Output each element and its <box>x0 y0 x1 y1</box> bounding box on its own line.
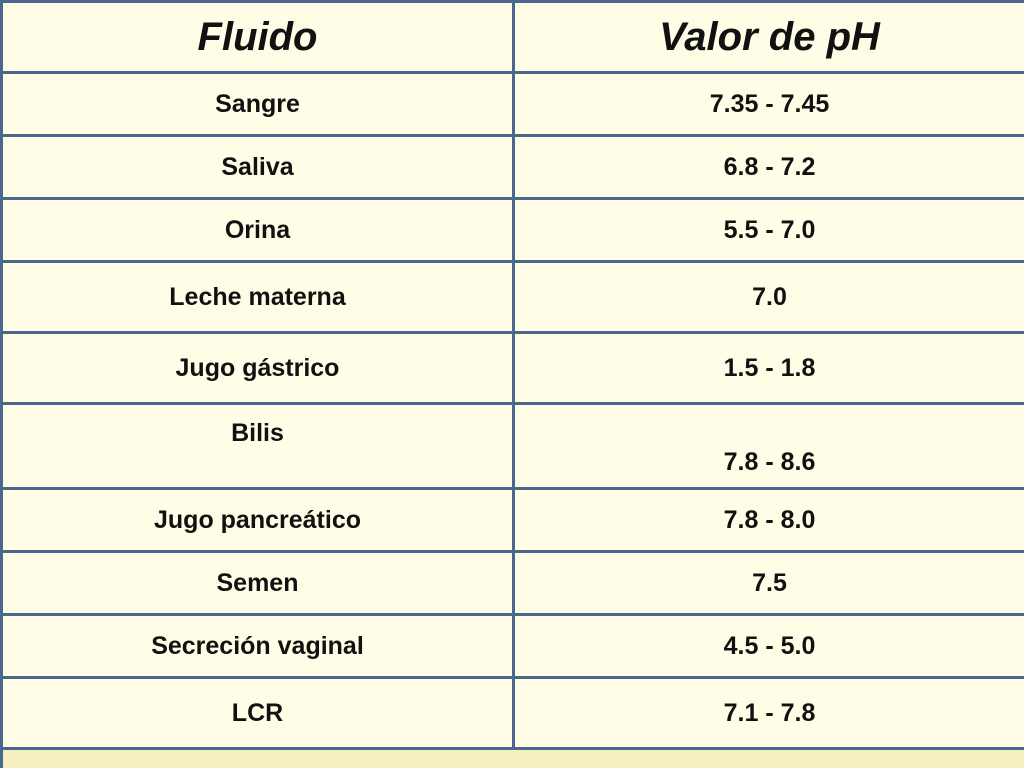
table-row: Bilis 7.8 - 8.6 <box>0 402 1024 490</box>
table-row: Semen 7.5 <box>0 550 1024 616</box>
ph-cell: 1.5 - 1.8 <box>512 331 1024 405</box>
ph-cell: 7.1 - 7.8 <box>512 676 1024 750</box>
header-fluid: Fluido <box>0 0 515 74</box>
ph-cell: 7.5 <box>512 550 1024 616</box>
footer-row <box>0 747 1024 768</box>
table-row: Saliva 6.8 - 7.2 <box>0 134 1024 200</box>
fluid-cell: LCR <box>0 676 515 750</box>
fluid-cell: Secreción vaginal <box>0 613 515 679</box>
footer-band <box>0 747 1024 768</box>
ph-cell: 4.5 - 5.0 <box>512 613 1024 679</box>
fluid-cell: Semen <box>0 550 515 616</box>
table-row: Orina 5.5 - 7.0 <box>0 197 1024 263</box>
header-row: Fluido Valor de pH <box>0 0 1024 74</box>
fluid-cell: Leche materna <box>0 260 515 334</box>
ph-cell: 6.8 - 7.2 <box>512 134 1024 200</box>
table-row: Jugo gástrico 1.5 - 1.8 <box>0 331 1024 405</box>
fluid-cell: Bilis <box>0 402 515 490</box>
table-row: Jugo pancreático 7.8 - 8.0 <box>0 487 1024 553</box>
ph-cell: 7.8 - 8.0 <box>512 487 1024 553</box>
fluid-cell: Jugo gástrico <box>0 331 515 405</box>
table-row: Secreción vaginal 4.5 - 5.0 <box>0 613 1024 679</box>
ph-cell: 7.0 <box>512 260 1024 334</box>
ph-cell: 5.5 - 7.0 <box>512 197 1024 263</box>
fluid-cell: Jugo pancreático <box>0 487 515 553</box>
ph-cell: 7.8 - 8.6 <box>512 402 1024 490</box>
ph-cell: 7.35 - 7.45 <box>512 71 1024 137</box>
table-row: Leche materna 7.0 <box>0 260 1024 334</box>
header-ph-value: Valor de pH <box>512 0 1024 74</box>
fluid-cell: Orina <box>0 197 515 263</box>
table-row: LCR 7.1 - 7.8 <box>0 676 1024 750</box>
fluid-cell: Sangre <box>0 71 515 137</box>
fluid-cell: Saliva <box>0 134 515 200</box>
table-row: Sangre 7.35 - 7.45 <box>0 71 1024 137</box>
